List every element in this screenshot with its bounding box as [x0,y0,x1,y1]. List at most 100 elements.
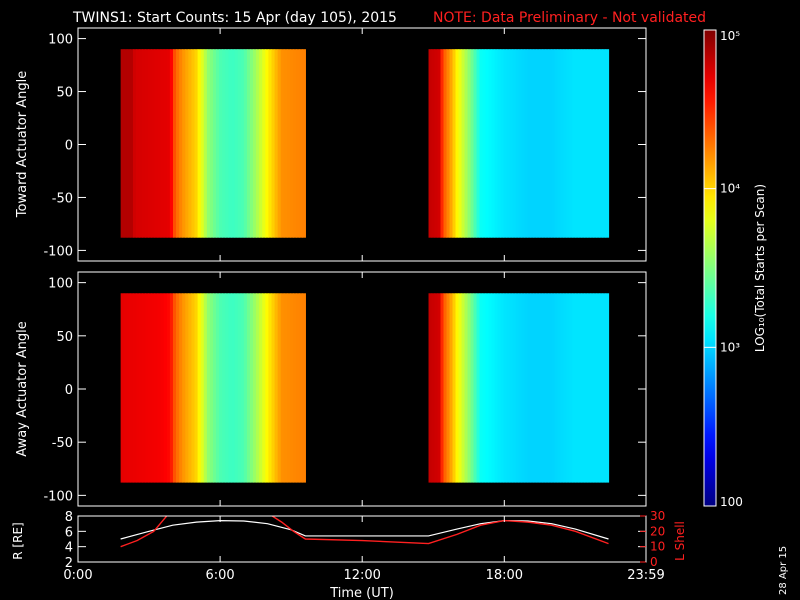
heatmap-cell [473,293,478,483]
heatmap-cell [191,49,196,238]
heatmap-cell [274,49,279,238]
heatmap-cell [599,293,604,483]
heatmap-cell [446,293,451,483]
heatmap-cell [575,293,580,483]
heatmap-cell [283,49,288,238]
heatmap-cell [491,49,496,238]
heatmap-cell [129,49,134,238]
heatmap-cell [449,49,454,238]
heatmap-cell [157,293,162,483]
heatmap-cell [209,49,214,238]
colorbar-tick-label: 10⁵ [720,29,740,43]
x-axis-label: Time (UT) [329,586,394,600]
ephemeris-panel-frame [77,515,647,563]
heatmap-cell [533,49,538,238]
heatmap-cell [299,49,303,238]
heatmap-cell [476,293,481,483]
heatmap-cell [132,49,137,238]
heatmap-cell [569,293,574,483]
heatmap-cell [431,49,436,238]
heatmap-cell [142,49,146,238]
heatmap-cell [228,49,233,238]
heatmap-cell [440,293,445,483]
heatmap-cell [219,293,223,483]
heatmap-cell [120,49,125,238]
heatmap-cell [286,293,291,483]
heatmap-cell [120,293,125,483]
heatmap-cell [509,293,514,483]
heatmap-cell [434,293,439,483]
heatmap-cell [246,49,251,238]
heatmap-cell [473,49,478,238]
y-tick-label: 100 [48,277,73,292]
heatmap-cell [518,49,523,238]
heatmap-cell [560,49,565,238]
heatmap-cell [194,49,199,238]
heatmap-cell [225,49,229,238]
heatmap-cell [216,293,220,483]
colorbar-tick-label: 10³ [720,340,740,354]
colorbar-label: LOG₁₀(Total Starts per Scan) [753,184,767,352]
right-y-tick-label: 0 [650,555,658,569]
heatmap-cell [452,293,457,483]
heatmap-cell [467,293,472,483]
heatmap-cell [584,293,589,483]
heatmap-cell [142,293,146,483]
heatmap-cell [494,293,499,483]
heatmap-cell [464,49,469,238]
heatmap-cell [197,49,202,238]
heatmap-cell [542,293,547,483]
heatmap-cell [524,293,529,483]
heatmap-cell [256,293,260,483]
heatmap-cell [470,293,475,483]
heatmap-cell [154,293,159,483]
heatmap-cell [587,49,592,238]
heatmap-cell [536,293,541,483]
heatmap-cell [530,293,535,483]
heatmap-cell [455,49,460,238]
heatmap-cell [509,49,514,238]
heatmap-cell [521,293,526,483]
heatmap-cell [578,293,583,483]
colorbar-gradient [703,29,717,507]
heatmap-cell [182,49,186,238]
heatmap-cell [548,293,553,483]
away-y-axis-label: Away Actuator Angle [15,321,30,456]
heatmap-cell [590,293,595,483]
heatmap-cell [157,49,162,238]
heatmap-cell [231,49,236,238]
heatmap-cell [169,293,174,483]
heatmap-cell [548,49,553,238]
y-tick-label: 2 [65,556,73,571]
heatmap-cell [482,49,487,238]
heatmap-cell [151,293,156,483]
heatmap-cell [590,49,595,238]
x-tick-label: 6:00 [205,568,234,583]
away-actuator-panel: 100 50 0 -50 -100 Away Actuator Angle [15,271,647,507]
heatmap-cell [581,49,586,238]
heatmap-cell [166,293,171,483]
plot-title: TWINS1: Start Counts: 15 Apr (day 105), … [72,10,397,26]
heatmap-cell [197,293,202,483]
heatmap-cell [503,293,508,483]
heatmap-cell [557,49,562,238]
heatmap-cell [569,49,574,238]
y-tick-label: 50 [56,330,73,345]
heatmap-cell [302,49,306,238]
heatmap-cell [129,293,134,483]
x-tick-label: 18:00 [486,568,523,583]
heatmap-cell [243,49,248,238]
heatmap-cell [268,49,273,238]
heatmap-cell [512,49,517,238]
heatmap-cell [497,49,502,238]
heatmap-cell [203,293,208,483]
heatmap-cell [485,293,490,483]
heatmap-cell [240,49,245,238]
heatmap-cell [237,49,242,238]
heatmap-cell [566,293,571,483]
heatmap-cell [458,293,463,483]
heatmap-cell [262,49,266,238]
heatmap-cell [228,293,233,483]
